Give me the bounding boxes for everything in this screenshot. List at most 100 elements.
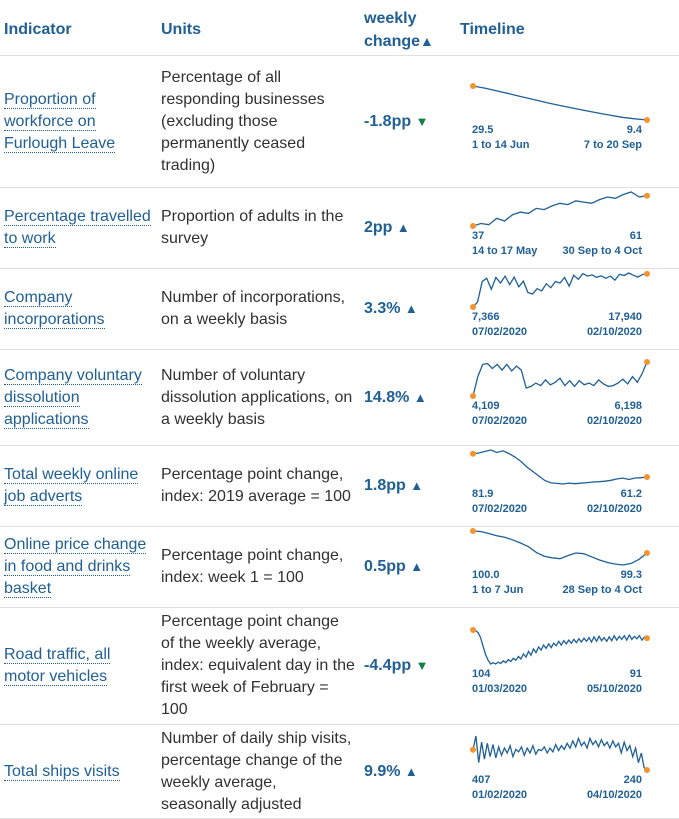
sparkline-end-date: 7 to 20 Sep	[584, 139, 642, 151]
sparkline-start-point	[470, 82, 476, 89]
sparkline-start-date: 1 to 7 Jun	[472, 584, 524, 596]
sparkline-end-value: 61	[630, 230, 642, 242]
sparkline-chart: 4,109 6,198 07/02/2020 02/10/2020	[470, 358, 650, 427]
weekly-change-value: 1.8pp	[364, 477, 406, 494]
indicator-link[interactable]: Company voluntary dissolution applicatio…	[4, 366, 142, 429]
units-cell: Percentage point change, index: week 1 =…	[157, 526, 360, 608]
up-arrow-icon: ▲	[404, 301, 418, 316]
indicator-link[interactable]: Proportion of workforce on Furlough Leav…	[4, 90, 116, 153]
sparkline-series-line	[472, 84, 648, 121]
weekly-change-cell: -4.4pp ▼	[360, 607, 456, 725]
timeline-cell: 104 91 01/03/2020 05/10/2020	[456, 607, 679, 725]
up-arrow-icon: ▲	[410, 559, 424, 574]
sparkline-series-line	[472, 530, 648, 566]
indicator-link[interactable]: Total ships visits	[4, 762, 120, 781]
sparkline-start-value: 29.5	[472, 124, 493, 136]
timeline-cell: 29.5 9.4 1 to 14 Jun 7 to 20 Sep	[456, 55, 679, 188]
weekly-change-value: -1.8pp	[364, 112, 412, 130]
timeline-cell: 81.9 61.2 07/02/2020 02/10/2020	[456, 445, 679, 527]
indicator-link[interactable]: Road traffic, all motor vehicles	[4, 646, 111, 686]
sparkline-start-point	[470, 450, 476, 457]
weekly-change-cell: 1.8pp ▲	[360, 445, 456, 527]
sparkline-end-date: 05/10/2020	[587, 683, 642, 695]
sparkline-start-date: 07/02/2020	[472, 415, 527, 427]
indicator-link[interactable]: Total weekly online job adverts	[4, 466, 139, 506]
sparkline-start-date: 01/03/2020	[472, 683, 527, 695]
units-cell: Proportion of adults in the survey	[157, 187, 360, 269]
table-row: Proportion of workforce on Furlough Leav…	[0, 55, 679, 188]
units-cell: Number of voluntary dissolution applicat…	[157, 349, 360, 446]
indicator-cell: Total weekly online job adverts	[0, 445, 157, 527]
table-row: Online price change in food and drinks b…	[0, 526, 679, 608]
sort-arrow-icon[interactable]: ▲	[420, 33, 434, 49]
sparkline-series-line	[472, 272, 648, 308]
sparkline-start-date: 07/02/2020	[472, 503, 527, 515]
sparkline-end-value: 6,198	[614, 400, 642, 412]
weekly-change-value: 9.9%	[364, 762, 401, 780]
sparkline-chart: 29.5 9.4 1 to 14 Jun 7 to 20 Sep	[470, 82, 650, 151]
units-cell: Percentage point change, index: 2019 ave…	[157, 445, 360, 527]
weekly-change-header-line1: weekly	[364, 10, 417, 27]
indicator-cell: Road traffic, all motor vehicles	[0, 607, 157, 725]
sparkline-start-value: 37	[472, 230, 484, 242]
sparkline-start-point	[470, 746, 476, 753]
indicator-cell: Proportion of workforce on Furlough Leav…	[0, 55, 157, 188]
sparkline-chart: 37 61 14 to 17 May 30 Sep to 4 Oct	[470, 191, 650, 257]
indicator-column-header: Indicator	[0, 0, 157, 56]
table-row: Company incorporations Number of incorpor…	[0, 268, 679, 350]
indicator-cell: Company incorporations	[0, 268, 157, 350]
sparkline-start-value: 81.9	[472, 488, 493, 500]
weekly-change-value: 3.3%	[364, 300, 401, 317]
sparkline-chart: 407 240 01/02/2020 04/10/2020	[470, 735, 650, 801]
sparkline-end-value: 91	[630, 668, 642, 680]
weekly-change-cell: 3.3% ▲	[360, 268, 456, 350]
sparkline-end-value: 17,940	[608, 311, 642, 323]
sparkline-end-date: 28 Sep to 4 Oct	[563, 584, 643, 596]
sparkline-series-line	[472, 629, 648, 665]
indicator-cell: Company voluntary dissolution applicatio…	[0, 349, 157, 446]
indicator-link[interactable]: Percentage travelled to work	[4, 208, 151, 248]
sparkline-end-point	[644, 358, 650, 365]
sparkline-end-value: 9.4	[627, 124, 643, 136]
sparkline-start-point	[470, 528, 476, 534]
up-arrow-icon: ▲	[410, 478, 424, 493]
timeline-cell: 407 240 01/02/2020 04/10/2020	[456, 724, 679, 819]
indicator-link[interactable]: Company incorporations	[4, 289, 105, 329]
units-cell: Number of incorporations, on a weekly ba…	[157, 268, 360, 350]
weekly-change-cell: 14.8% ▲	[360, 349, 456, 446]
weekly-change-value: -4.4pp	[364, 657, 412, 674]
indicator-link[interactable]: Online price change in food and drinks b…	[4, 536, 147, 598]
sparkline-start-date: 07/02/2020	[472, 326, 527, 338]
sparkline-series-line	[472, 191, 648, 227]
sparkline-end-point	[644, 635, 650, 642]
up-arrow-icon: ▲	[413, 389, 427, 405]
units-column-header: Units	[157, 0, 360, 56]
sparkline-end-point	[644, 116, 650, 123]
sparkline-chart: 104 91 01/03/2020 05/10/2020	[470, 627, 650, 695]
weekly-change-value: 0.5pp	[364, 558, 406, 575]
table-row: Road traffic, all motor vehicles Percenta…	[0, 607, 679, 725]
sparkline-end-point	[644, 550, 650, 557]
sparkline-end-value: 99.3	[621, 569, 642, 581]
weekly-change-cell: 2pp ▲	[360, 187, 456, 269]
sparkline-chart: 100.0 99.3 1 to 7 Jun 28 Sep to 4 Oct	[470, 528, 650, 596]
header-row: Indicator Units weekly change▲ Timeline	[0, 0, 679, 56]
sparkline-series-line	[472, 449, 648, 485]
weekly-change-column-header[interactable]: weekly change▲	[360, 0, 456, 56]
units-cell: Percentage point change of the weekly av…	[157, 607, 360, 725]
sparkline-end-date: 02/10/2020	[587, 503, 642, 515]
table-row: Total ships visits Number of daily ship v…	[0, 724, 679, 819]
sparkline-chart: 81.9 61.2 07/02/2020 02/10/2020	[470, 449, 650, 515]
sparkline-end-date: 30 Sep to 4 Oct	[563, 245, 643, 257]
sparkline-start-date: 1 to 14 Jun	[472, 139, 530, 151]
up-arrow-icon: ▲	[404, 763, 418, 779]
sparkline-end-value: 61.2	[621, 488, 642, 500]
down-arrow-icon: ▼	[415, 658, 429, 673]
sparkline-end-point	[644, 192, 650, 199]
sparkline-start-point	[470, 392, 476, 399]
weekly-change-header-line2: change	[364, 33, 421, 50]
table-row: Percentage travelled to work Proportion o…	[0, 187, 679, 269]
sparkline-series-line	[472, 361, 648, 396]
indicator-cell: Total ships visits	[0, 724, 157, 819]
